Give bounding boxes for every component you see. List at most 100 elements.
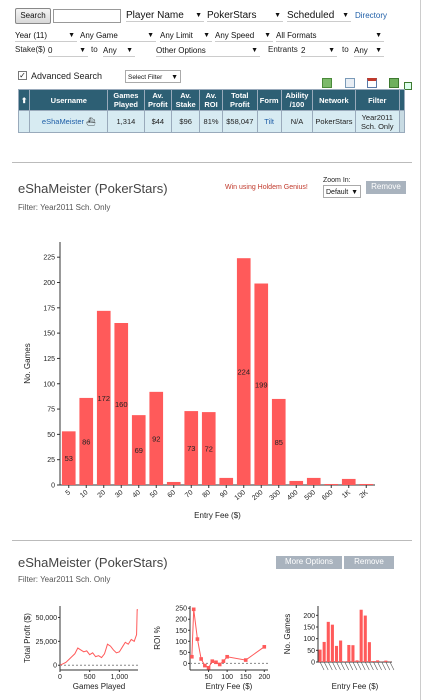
- network-select[interactable]: PokerStars ▼: [207, 9, 283, 22]
- search-type-select[interactable]: Player Name ▼: [126, 9, 204, 22]
- bar-value-label: 160: [115, 400, 128, 409]
- x-tick-mark: [332, 661, 337, 671]
- x-tick-label: 200: [258, 674, 270, 681]
- panel1-title: eShaMeister (PokerStars): [18, 181, 168, 196]
- select-filter-dropdown[interactable]: Select Filter ▼: [125, 70, 181, 83]
- bar-value-label: 53: [65, 454, 73, 463]
- y-tick-label: 100: [303, 636, 315, 643]
- x-tick-label: 200: [251, 489, 265, 502]
- x-tick-mark: [377, 661, 382, 671]
- username-link[interactable]: eShaMeister: [41, 117, 85, 126]
- data-point: [190, 654, 194, 659]
- y-tick-label: 50: [47, 432, 55, 439]
- chevron-down-icon: ▼: [203, 32, 210, 39]
- header-form[interactable]: Form: [256, 89, 282, 111]
- x-tick-mark: [369, 661, 374, 671]
- zoom-select[interactable]: Default ▼: [323, 185, 361, 198]
- x-tick-label: 10: [79, 489, 90, 499]
- document-icon[interactable]: [345, 78, 355, 88]
- calendar-icon[interactable]: [367, 78, 377, 88]
- page-scrollbar-track[interactable]: [420, 0, 421, 700]
- add-icon[interactable]: [322, 78, 332, 88]
- results-table: ⬆ Username Games Played Av. Profit Av. S…: [17, 89, 405, 133]
- x-tick-label: 20: [97, 489, 108, 499]
- games-bar-chart-small: 0 50 100 150 200 Entry Fee ($) No. Games: [283, 606, 395, 691]
- panel2-title: eShaMeister (PokerStars): [18, 555, 168, 570]
- formats-value: All Formats: [276, 31, 317, 40]
- other-options-value: Other Options: [156, 46, 206, 55]
- x-tick-label: 500: [304, 489, 318, 502]
- x-tick-label: 100: [221, 674, 233, 681]
- x-axis-title: Entry Fee ($): [332, 682, 379, 691]
- directory-link[interactable]: Directory: [355, 11, 388, 20]
- data-point: [214, 660, 218, 665]
- zoom-label: Zoom In:: [323, 177, 351, 184]
- header-ability[interactable]: Ability /100: [280, 89, 314, 111]
- bar-value-label: 199: [255, 380, 268, 389]
- divider: [12, 162, 412, 163]
- header-network[interactable]: Network: [312, 89, 356, 111]
- more-options-button[interactable]: More Options: [276, 556, 342, 569]
- stake-to-select[interactable]: Any ▼: [103, 44, 135, 57]
- year-select[interactable]: Year (11) ▼: [15, 29, 77, 42]
- bar: [376, 660, 380, 662]
- limit-select[interactable]: Any Limit ▼: [160, 29, 212, 42]
- cell-username[interactable]: eShaMeister ⛴: [29, 110, 109, 133]
- formats-select[interactable]: All Formats ▼: [276, 29, 384, 42]
- y-tick-label: 50: [179, 650, 187, 657]
- remove-button[interactable]: Remove: [366, 181, 406, 194]
- roi-line-chart: 0 50 100 150 200 250 50 100 150 200 Entry Fee ($) R…: [153, 606, 270, 691]
- x-tick-label: 70: [184, 489, 195, 499]
- promo-link[interactable]: Win using Holdem Genius!: [225, 184, 308, 191]
- game-select[interactable]: Any Game ▼: [80, 29, 156, 42]
- header-username[interactable]: Username: [29, 89, 109, 111]
- search-button[interactable]: Search: [15, 8, 51, 24]
- header-av-stake[interactable]: Av. Stake: [171, 89, 201, 111]
- data-point: [195, 637, 200, 641]
- data-point: [191, 607, 196, 612]
- scheduled-select[interactable]: Scheduled ▼: [287, 9, 351, 22]
- x-tick-label: 40: [132, 489, 143, 499]
- bar-value-label: 86: [82, 437, 90, 446]
- bar: [359, 609, 363, 662]
- x-tick-label: 50: [149, 489, 160, 499]
- export-icon[interactable]: [389, 78, 399, 88]
- header-filter[interactable]: Filter: [354, 89, 400, 111]
- form-link[interactable]: Tilt: [264, 117, 275, 126]
- header-av-profit[interactable]: Av. Profit: [143, 89, 173, 111]
- table-header-row: ⬆ Username Games Played Av. Profit Av. S…: [17, 89, 405, 111]
- stake-from-select[interactable]: 0 ▼: [48, 44, 88, 57]
- x-axis-title: Entry Fee ($): [194, 511, 241, 520]
- other-options-select[interactable]: Other Options ▼: [156, 44, 260, 57]
- y-tick-label: 75: [47, 407, 55, 414]
- bar: [359, 483, 374, 485]
- entrants-from-select[interactable]: 2 ▼: [301, 44, 337, 57]
- bar: [201, 412, 216, 485]
- advanced-search-checkbox[interactable]: ✓: [18, 71, 27, 80]
- cell-scroll[interactable]: [399, 110, 405, 133]
- entrants-to-select[interactable]: Any ▼: [354, 44, 384, 57]
- remove-button[interactable]: Remove: [344, 556, 394, 569]
- chevron-down-icon: ▼: [264, 32, 271, 39]
- header-av-roi[interactable]: Av. ROI: [199, 89, 223, 111]
- bar: [131, 415, 146, 485]
- limit-value: Any Limit: [160, 31, 193, 40]
- y-tick-label: 25,000: [36, 639, 58, 646]
- popout-icon[interactable]: [404, 82, 412, 90]
- chevron-down-icon: ▼: [195, 12, 202, 19]
- header-total-profit[interactable]: Total Profit: [221, 89, 258, 111]
- speed-select[interactable]: Any Speed ▼: [215, 29, 273, 42]
- chevron-down-icon: ▼: [126, 47, 133, 54]
- sort-arrow-icon[interactable]: ⬆: [17, 89, 31, 111]
- bar: [384, 660, 388, 662]
- header-games-played[interactable]: Games Played: [107, 89, 145, 111]
- x-tick-label: 30: [114, 489, 125, 499]
- search-input[interactable]: [53, 9, 121, 23]
- bar: [61, 431, 76, 485]
- x-tick-label: 5: [65, 489, 73, 497]
- y-tick-label: 150: [303, 625, 315, 632]
- x-tick-mark: [340, 661, 345, 671]
- y-tick-label: 0: [53, 663, 57, 670]
- bar: [318, 649, 322, 662]
- bar-value-label: 73: [187, 444, 195, 453]
